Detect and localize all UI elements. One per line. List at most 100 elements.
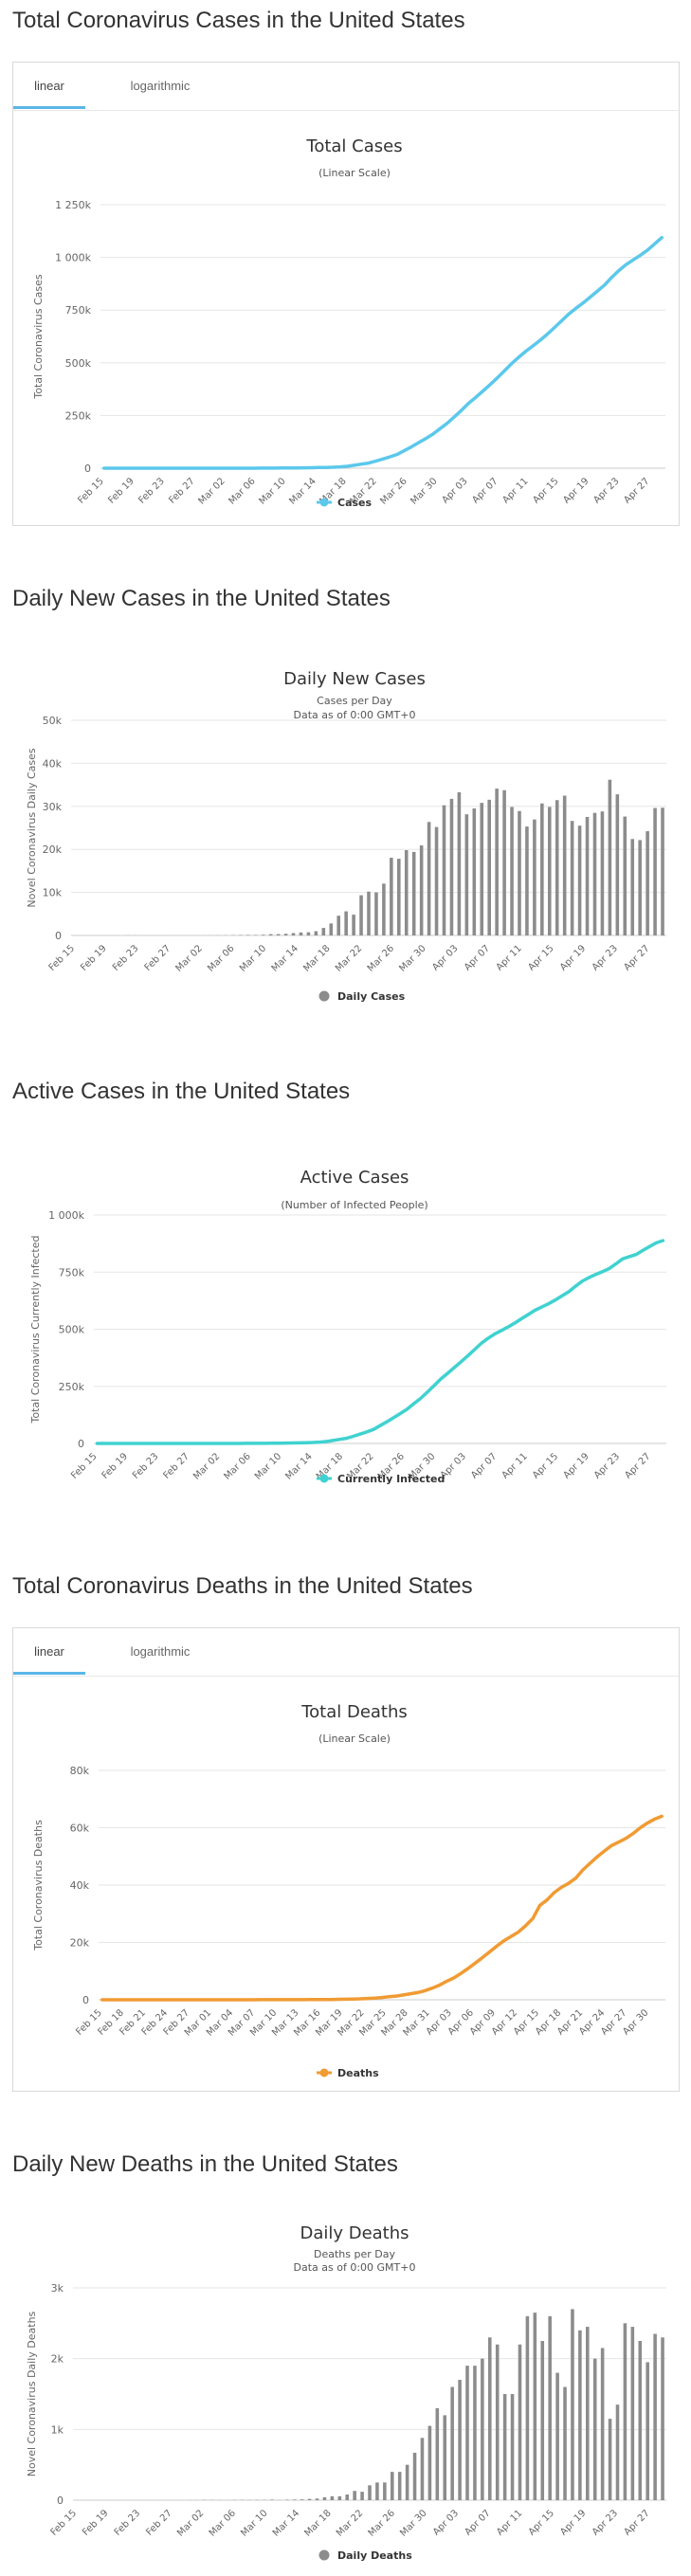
bar [449, 798, 454, 935]
section-title-total-deaths: Total Coronavirus Deaths in the United S… [12, 1573, 473, 1599]
y-tick-label: 30k [43, 801, 63, 813]
bar [525, 2315, 530, 2500]
chart-title: Active Cases [300, 1168, 409, 1188]
y-tick-label: 10k [43, 887, 63, 899]
x-tick-label: Apr 07 [470, 476, 500, 505]
bar [487, 799, 491, 935]
bar [367, 891, 371, 935]
y-tick-label: 20k [70, 1937, 90, 1950]
bar [571, 2309, 574, 2500]
series-line [100, 1814, 664, 2002]
x-tick-label: Feb 27 [161, 1451, 191, 1481]
bar [336, 916, 340, 935]
x-tick-label: Feb 15 [76, 476, 106, 506]
bar [322, 2496, 327, 2500]
y-tick-label: 0 [57, 2494, 64, 2507]
bar [390, 2472, 394, 2500]
y-tick-label: 1 000k [48, 1209, 84, 1222]
x-tick-label: Feb 23 [131, 1451, 161, 1481]
bar [291, 933, 296, 935]
x-tick-label: Mar 26 [378, 476, 409, 506]
tab-linear[interactable]: linear [13, 74, 85, 109]
bar [653, 807, 657, 935]
chart-title: Daily Deaths [300, 2223, 409, 2243]
x-tick-label: Mar 26 [366, 943, 396, 973]
x-tick-label: Apr 03 [440, 476, 469, 505]
bar [337, 2495, 342, 2500]
bar [563, 2386, 567, 2500]
tab-linear[interactable]: linear [13, 1640, 85, 1675]
x-tick-label: Mar 18 [302, 2508, 333, 2538]
x-tick-label: Mar 22 [334, 943, 364, 973]
y-tick-label: 3k [51, 2282, 64, 2295]
bar [329, 923, 334, 935]
bar [592, 812, 597, 935]
bar [359, 895, 363, 935]
x-tick-label: Mar 10 [253, 1451, 283, 1481]
bar [623, 816, 627, 935]
y-tick-label: 750k [65, 304, 92, 317]
bar [419, 845, 424, 935]
x-tick-label: Mar 14 [270, 943, 300, 973]
chart-title: Total Deaths [300, 1702, 408, 1722]
bar [435, 2407, 440, 2500]
x-tick-label: Apr 15 [527, 2508, 556, 2537]
x-tick-label: Mar 26 [367, 2508, 397, 2538]
y-tick-label: 750k [59, 1266, 85, 1279]
tab-logarithmic[interactable]: logarithmic [108, 74, 212, 108]
x-tick-label: Mar 06 [227, 476, 257, 506]
y-tick-label: 40k [43, 757, 63, 770]
bar [314, 931, 318, 935]
chart-subtitle-date: Data as of 0:00 GMT+0 [294, 709, 416, 721]
x-tick-label: Mar 02 [174, 943, 205, 973]
x-tick-label: Apr 11 [500, 1451, 530, 1480]
bar [661, 807, 664, 935]
bar [390, 858, 393, 935]
section-title-daily-new-cases: Daily New Cases in the United States [12, 586, 391, 611]
legend-label: Deaths [337, 2067, 379, 2079]
bar [533, 819, 536, 935]
x-tick-label: Mar 06 [223, 1451, 253, 1481]
bar [464, 814, 469, 935]
y-axis-label: Total Coronavirus Currently Infected [29, 1236, 42, 1424]
x-tick-label: Apr 07 [463, 943, 492, 972]
bar [638, 2341, 643, 2500]
x-tick-label: Apr 15 [531, 1451, 560, 1480]
bar [555, 800, 559, 935]
bar [585, 816, 590, 935]
x-tick-label: Apr 27 [623, 1451, 652, 1480]
y-axis-label: Novel Coronavirus Daily Deaths [26, 2311, 38, 2476]
bar [608, 2419, 612, 2500]
bar [481, 2358, 484, 2500]
bar [443, 2415, 447, 2500]
bar [661, 2337, 664, 2500]
legend-marker [318, 2549, 330, 2561]
bar [615, 2404, 620, 2500]
chart-subtitle: (Linear Scale) [318, 1732, 391, 1745]
bar [510, 807, 514, 935]
x-tick-label: Feb 27 [143, 943, 173, 973]
y-tick-label: 250k [65, 409, 92, 422]
bar [397, 2472, 402, 2500]
bar [434, 826, 439, 935]
y-tick-label: 0 [78, 1438, 84, 1450]
bar [353, 2491, 356, 2500]
y-tick-label: 0 [84, 463, 91, 475]
bar [592, 2358, 597, 2500]
x-tick-label: Mar 18 [301, 943, 332, 973]
x-tick-label: Feb 15 [49, 2508, 80, 2538]
bar [600, 811, 605, 935]
chart-title: Daily New Cases [283, 669, 426, 689]
chart-subtitle: (Linear Scale) [318, 167, 391, 179]
x-tick-label: Apr 07 [464, 2508, 493, 2537]
y-tick-label: 1 000k [55, 252, 91, 264]
x-tick-label: Mar 30 [409, 476, 439, 506]
bar [472, 808, 477, 935]
bar [502, 2394, 507, 2500]
scale-tabs: linear logarithmic [13, 1628, 679, 1677]
tab-logarithmic-label: logarithmic [130, 1644, 191, 1659]
x-tick-label: Apr 19 [561, 476, 591, 505]
tab-logarithmic[interactable]: logarithmic [108, 1640, 212, 1674]
bar [608, 779, 612, 935]
bar [405, 2464, 409, 2500]
